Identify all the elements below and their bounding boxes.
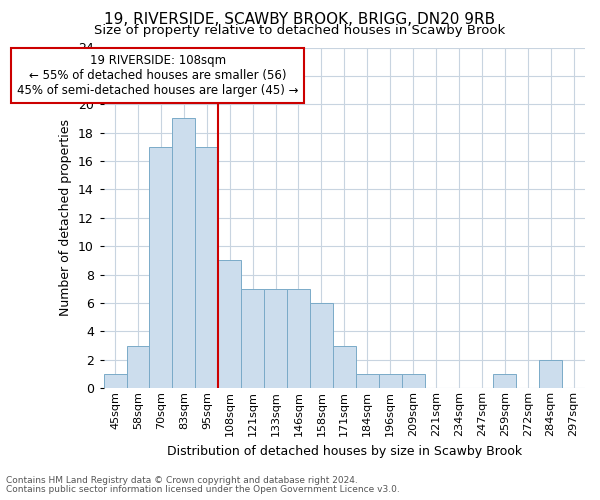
Bar [218, 260, 241, 388]
X-axis label: Distribution of detached houses by size in Scawby Brook: Distribution of detached houses by size … [167, 444, 522, 458]
Bar [241, 289, 264, 388]
Bar [149, 147, 172, 388]
Bar [264, 289, 287, 388]
Bar [195, 147, 218, 388]
Bar [379, 374, 401, 388]
Bar [356, 374, 379, 388]
Bar [287, 289, 310, 388]
Bar [539, 360, 562, 388]
Bar [493, 374, 516, 388]
Bar [401, 374, 425, 388]
Text: Size of property relative to detached houses in Scawby Brook: Size of property relative to detached ho… [94, 24, 506, 37]
Bar [333, 346, 356, 389]
Text: Contains HM Land Registry data © Crown copyright and database right 2024.: Contains HM Land Registry data © Crown c… [6, 476, 358, 485]
Bar [310, 303, 333, 388]
Text: 19, RIVERSIDE, SCAWBY BROOK, BRIGG, DN20 9RB: 19, RIVERSIDE, SCAWBY BROOK, BRIGG, DN20… [104, 12, 496, 28]
Bar [104, 374, 127, 388]
Bar [172, 118, 195, 388]
Text: 19 RIVERSIDE: 108sqm
← 55% of detached houses are smaller (56)
45% of semi-detac: 19 RIVERSIDE: 108sqm ← 55% of detached h… [17, 54, 298, 98]
Bar [127, 346, 149, 389]
Text: Contains public sector information licensed under the Open Government Licence v3: Contains public sector information licen… [6, 485, 400, 494]
Y-axis label: Number of detached properties: Number of detached properties [59, 120, 73, 316]
